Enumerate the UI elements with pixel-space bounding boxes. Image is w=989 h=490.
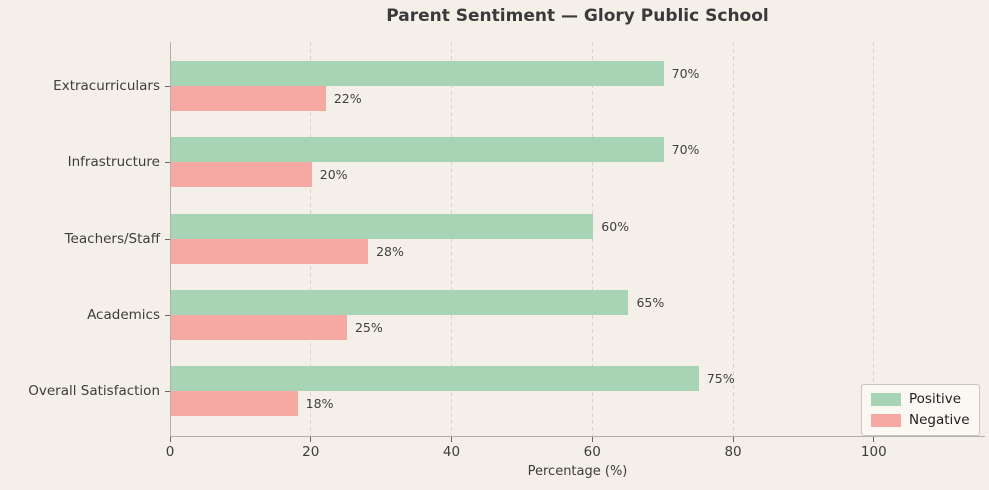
y-tick-mark — [165, 238, 170, 240]
y-tick-label: Overall Satisfaction — [28, 383, 160, 400]
x-tick-mark — [873, 437, 875, 442]
x-axis-line — [170, 436, 985, 437]
y-tick-mark — [165, 86, 170, 87]
x-tick-mark — [310, 437, 312, 442]
bar-positive — [171, 137, 664, 163]
y-tick-label: Teachers/Staff — [64, 230, 160, 247]
y-tick-mark — [165, 391, 170, 393]
x-tick-mark — [591, 437, 593, 442]
legend-label: Positive — [909, 391, 962, 407]
y-tick-mark — [165, 314, 170, 316]
x-tick-label: 80 — [724, 444, 742, 460]
legend: Positive Negative — [861, 384, 980, 436]
bar-value-label: 25% — [354, 319, 383, 335]
bar-value-label: 20% — [319, 167, 348, 183]
legend-item-negative: Negative — [871, 413, 970, 428]
y-axis-line — [170, 42, 171, 437]
y-tick-label: Infrastructure — [67, 154, 160, 171]
legend-swatch-icon — [871, 414, 901, 427]
x-tick-label: 100 — [860, 444, 887, 460]
x-tick-label: 40 — [442, 444, 461, 460]
bar-value-label: 75% — [706, 371, 735, 387]
bar-positive — [171, 289, 629, 315]
x-tick-label: 20 — [302, 444, 320, 460]
bar-value-label: 28% — [376, 243, 404, 259]
plot-area: 70% 22% 70% 20% 60% 28% 65% 25% 75% 18% — [170, 42, 985, 437]
bar-negative — [171, 391, 298, 417]
gridline — [873, 42, 875, 437]
bar-positive — [171, 366, 699, 392]
legend-label: Negative — [909, 412, 970, 428]
gridline — [451, 42, 453, 437]
bar-positive — [171, 61, 664, 86]
bar-negative — [171, 238, 369, 264]
bar-value-label: 22% — [333, 91, 362, 106]
x-tick-label: 60 — [583, 444, 601, 460]
y-tick-label: Academics — [87, 306, 160, 323]
bar-negative — [171, 314, 347, 340]
chart-title: Parent Sentiment — Glory Public School — [386, 6, 769, 26]
x-tick-mark — [732, 437, 734, 442]
bar-value-label: 60% — [601, 218, 630, 234]
x-tick-mark — [451, 437, 453, 442]
gridline — [732, 42, 734, 437]
bar-value-label: 70% — [671, 142, 700, 158]
bar-value-label: 18% — [305, 396, 334, 412]
bar-negative — [171, 86, 326, 111]
x-tick-label: 0 — [165, 444, 175, 460]
y-tick-mark — [165, 162, 170, 164]
gridline — [591, 42, 593, 437]
legend-item-positive: Positive — [871, 392, 970, 407]
bar-negative — [171, 162, 312, 188]
x-axis-title: Percentage (%) — [527, 464, 628, 479]
y-tick-label: Extracurriculars — [53, 78, 160, 94]
legend-swatch-icon — [871, 393, 901, 406]
x-tick-mark — [169, 437, 171, 442]
bar-value-label: 65% — [636, 294, 665, 310]
bar-positive — [171, 213, 594, 239]
bar-value-label: 70% — [671, 66, 700, 81]
